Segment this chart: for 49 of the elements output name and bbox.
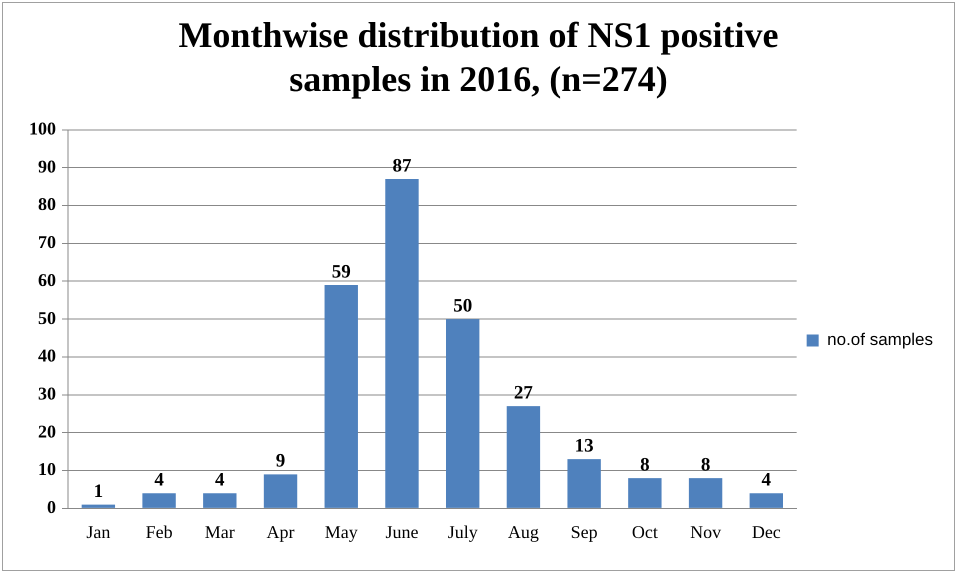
data-label: 9 (276, 450, 286, 472)
bar (750, 493, 784, 508)
x-tick-label: Dec (752, 522, 781, 542)
x-tick-label: Feb (146, 522, 173, 542)
data-label: 4 (154, 470, 164, 491)
x-tick-label: Jan (86, 522, 110, 542)
y-tick-label: 60 (38, 270, 56, 290)
bar (506, 406, 540, 508)
x-tick-label: July (448, 522, 478, 542)
y-tick-label: 80 (38, 194, 56, 214)
bar (142, 493, 176, 508)
data-label: 50 (453, 296, 472, 317)
data-label: 4 (762, 470, 772, 491)
bar (688, 478, 722, 508)
y-tick-label: 0 (47, 497, 56, 518)
x-tick-label: Oct (632, 522, 658, 542)
x-tick-label: Mar (204, 522, 235, 542)
data-label: 8 (700, 454, 710, 476)
bar (628, 478, 662, 508)
data-label: 1 (94, 481, 104, 502)
bar (203, 493, 237, 508)
bar (446, 319, 480, 508)
y-tick-label: 30 (38, 383, 56, 404)
bar (324, 285, 358, 508)
x-tick-label: May (324, 522, 358, 542)
bar (264, 474, 298, 508)
legend-label: no.of samples (827, 330, 934, 350)
y-tick-label: 20 (38, 421, 56, 442)
y-tick-label: 10 (38, 459, 56, 480)
x-tick-label: Nov (690, 522, 722, 542)
y-tick-label: 70 (38, 232, 56, 252)
chart-title: Monthwise distribution of NS1 positive samples in 2016, (n=274) (177, 14, 780, 101)
x-tick-label: Sep (570, 522, 598, 542)
data-label: 87 (392, 155, 412, 176)
y-tick-label: 50 (38, 308, 56, 328)
y-tick-label: 40 (38, 346, 56, 366)
bar (385, 179, 419, 508)
bar (82, 504, 116, 508)
x-tick-label: June (385, 522, 418, 542)
x-tick-label: Apr (266, 522, 295, 542)
data-label: 13 (574, 436, 594, 457)
bar (567, 459, 601, 508)
data-label: 4 (215, 470, 226, 491)
y-tick-label: 100 (29, 118, 56, 138)
data-label: 27 (514, 382, 534, 404)
data-label: 8 (640, 454, 650, 476)
x-tick-label: Aug (508, 522, 539, 542)
data-label: 59 (332, 261, 351, 282)
y-tick-label: 90 (38, 156, 56, 176)
